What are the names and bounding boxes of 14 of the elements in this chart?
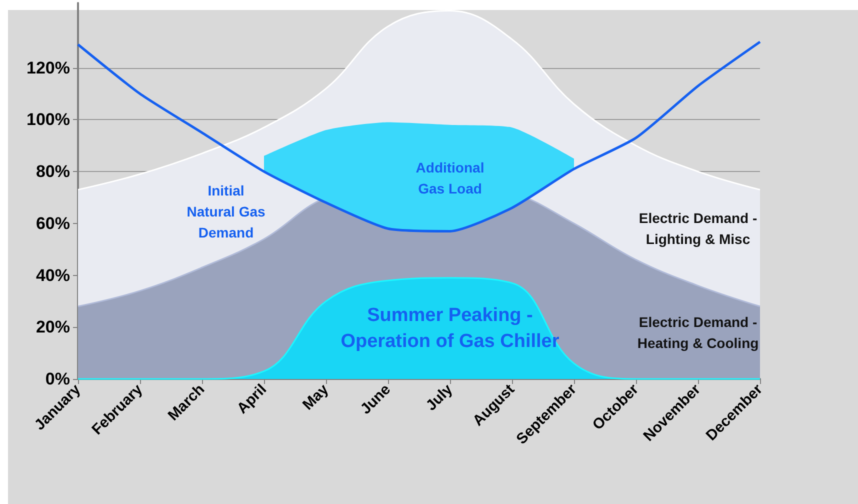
series-label: Electric Demand - Lighting & Misc: [638, 210, 758, 248]
series-label: Summer Peaking - Operation of Gas Chiller: [340, 304, 560, 352]
y-tick-label: 40%: [36, 266, 70, 285]
y-tick-label: 100%: [26, 110, 70, 130]
y-tick-label: 0%: [45, 370, 70, 388]
series-label: Initial Natural Gas Demand: [186, 182, 266, 241]
x-tick-label: July: [422, 380, 456, 414]
annotation: Additional Gas Load: [416, 160, 484, 197]
y-tick-label: 60%: [36, 214, 70, 233]
x-tick-label: May: [299, 380, 332, 414]
series-label: Electric Demand - Heating & Cooling: [637, 314, 759, 351]
y-tick-label: 120%: [26, 58, 70, 78]
y-tick-label: 80%: [36, 162, 70, 182]
y-tick-label: 20%: [36, 318, 70, 337]
